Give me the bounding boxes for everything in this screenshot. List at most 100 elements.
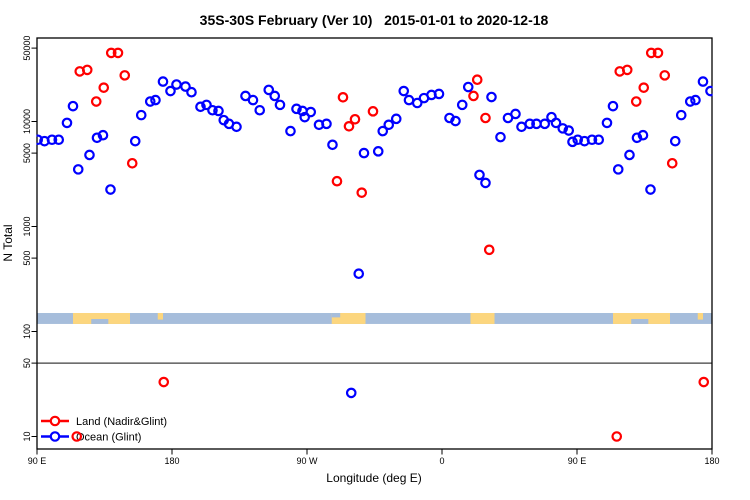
data-point [539, 118, 551, 130]
y-tick-label: 1000 [22, 216, 32, 236]
data-point [358, 147, 370, 159]
data-point [90, 96, 102, 107]
y-tick-label: 50000 [22, 36, 32, 61]
data-point [510, 108, 521, 120]
data-point [567, 136, 578, 148]
data-point [67, 100, 79, 112]
data-point [129, 135, 141, 147]
y-tick-label: 500 [22, 251, 32, 266]
data-point [563, 125, 575, 136]
data-point [171, 79, 182, 90]
data-point [321, 118, 332, 130]
data-point [144, 96, 156, 107]
data-point [495, 131, 506, 143]
data-point [659, 70, 671, 81]
data-point [456, 99, 468, 111]
data-point [263, 84, 275, 96]
data-point [480, 112, 491, 124]
data-point [61, 117, 73, 129]
data-point [612, 164, 624, 175]
data-point [624, 149, 635, 161]
x-tick-label: 180 [704, 456, 719, 466]
data-point [684, 96, 696, 107]
legend-marker-ocean-icon [49, 431, 61, 442]
data-point [450, 115, 461, 127]
data-point [299, 111, 311, 123]
legend-label-land: Land (Nadir&Glint) [76, 416, 167, 428]
data-point [411, 97, 423, 109]
legend-item-ocean: Ocean (Glint) [41, 431, 141, 444]
data-point [645, 184, 656, 195]
data-point [483, 244, 495, 256]
data-point [637, 129, 649, 141]
data-point [690, 94, 701, 106]
data-point [638, 82, 650, 93]
data-point [353, 268, 365, 280]
data-point [593, 134, 605, 146]
data-point [201, 99, 212, 111]
data-point [601, 117, 613, 129]
data-point [377, 125, 389, 137]
data-point [398, 85, 410, 97]
x-tick-label: 90 E [28, 456, 47, 466]
data-point [611, 431, 623, 442]
x-tick-label: 180 [164, 456, 179, 466]
data-point [621, 64, 633, 76]
y-tick-label: 10 [22, 431, 32, 441]
plot-border [36, 37, 713, 450]
y-tick-label: 10000 [22, 109, 32, 134]
data-point [607, 100, 619, 112]
data-point [356, 187, 368, 198]
data-point [46, 134, 58, 146]
data-point [186, 86, 197, 98]
data-point [349, 113, 361, 125]
data-point [126, 157, 138, 169]
data-point [474, 169, 485, 181]
data-point [367, 106, 379, 117]
data-point [269, 90, 281, 102]
y-axis-label: N Total [1, 224, 15, 261]
data-point [345, 387, 357, 399]
data-points-land [71, 47, 710, 442]
data-point [195, 101, 206, 113]
data-point [557, 123, 569, 134]
data-points-ocean [36, 76, 713, 399]
data-point [291, 103, 302, 115]
data-point [486, 91, 497, 103]
data-point [652, 47, 664, 59]
data-point [105, 47, 117, 59]
data-point [390, 113, 402, 125]
data-point [462, 81, 474, 93]
x-tick-label: 0 [439, 456, 444, 466]
data-point [91, 132, 103, 144]
data-point [468, 90, 479, 102]
data-point [231, 121, 242, 133]
map-band [37, 313, 712, 324]
data-point [675, 109, 687, 121]
data-point [705, 85, 713, 97]
data-point [666, 157, 678, 169]
legend-label-ocean: Ocean (Glint) [76, 432, 141, 444]
data-point [305, 106, 317, 118]
data-point [645, 47, 657, 59]
data-point [254, 104, 266, 116]
data-point [119, 70, 131, 81]
y-axis-ticks: 10 50 100 500 1000 5000 10000 50000 [22, 36, 37, 442]
data-point [105, 184, 116, 195]
data-point [337, 92, 349, 103]
data-point [207, 104, 218, 116]
data-point [471, 74, 483, 86]
x-tick-label: 90 E [568, 456, 587, 466]
y-tick-label: 50 [22, 358, 32, 368]
data-point [165, 85, 176, 97]
x-axis-ticks: 90 E 180 90 W 0 90 E 180 [28, 449, 720, 466]
data-point [84, 149, 95, 161]
data-point [97, 129, 109, 141]
data-point [180, 81, 191, 92]
data-point [72, 164, 84, 175]
data-point [81, 64, 93, 76]
y-tick-label: 5000 [22, 143, 32, 163]
data-point [524, 118, 536, 130]
data-point [327, 139, 338, 151]
